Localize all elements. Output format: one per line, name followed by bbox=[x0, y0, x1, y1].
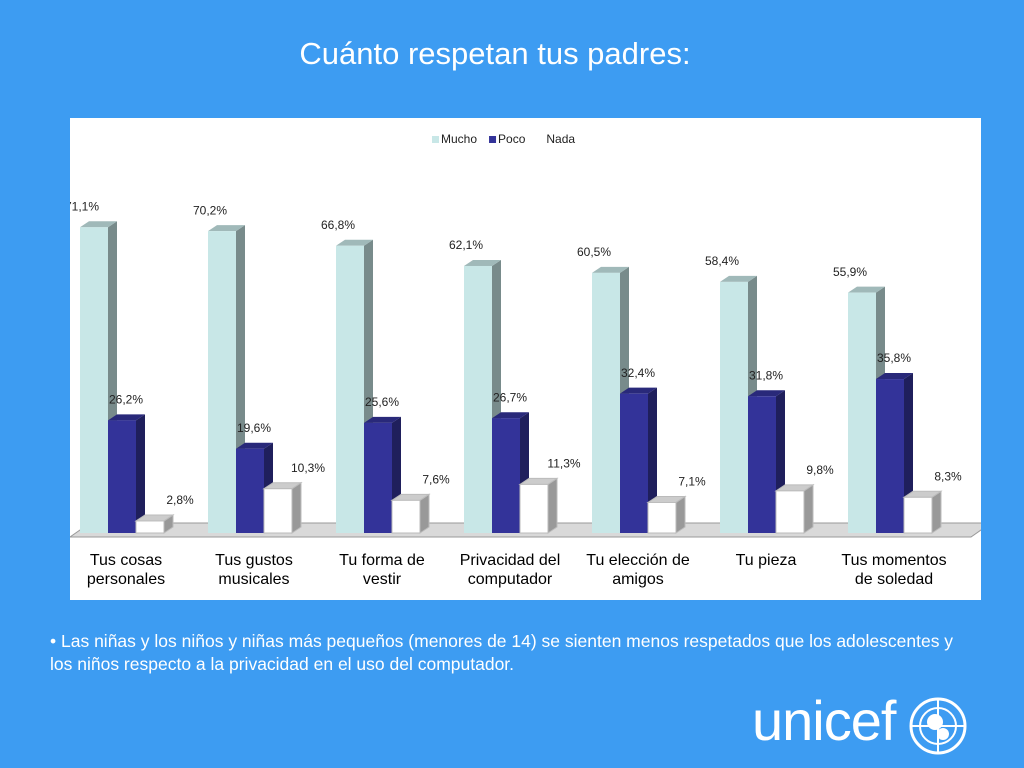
bar bbox=[80, 227, 108, 533]
bar-side bbox=[931, 490, 942, 534]
bar bbox=[720, 281, 748, 533]
bar-top bbox=[492, 412, 529, 419]
bullet-list: Las niñas y los niños y niñas más pequeñ… bbox=[50, 630, 980, 676]
data-label: 32,4% bbox=[621, 366, 655, 380]
data-label: 9,8% bbox=[806, 463, 834, 477]
x-tick-label: Tu elección de amigos bbox=[586, 552, 690, 588]
slide-title: Cuánto respetan tus padres: bbox=[299, 36, 691, 71]
data-label: 7,1% bbox=[678, 475, 706, 489]
bar-side bbox=[803, 483, 814, 534]
bar-side bbox=[136, 414, 145, 533]
bar bbox=[592, 272, 620, 533]
bar bbox=[876, 379, 904, 533]
bar-side bbox=[419, 493, 430, 534]
legend-label: Nada bbox=[546, 132, 575, 146]
logo-text: unicef bbox=[752, 689, 896, 752]
bar bbox=[364, 422, 392, 533]
bar-top bbox=[748, 390, 785, 397]
data-label: 35,8% bbox=[877, 351, 911, 365]
bar-top bbox=[848, 286, 885, 293]
bar bbox=[519, 483, 549, 534]
data-label: 62,1% bbox=[449, 238, 483, 252]
legend-label: Poco bbox=[498, 132, 526, 146]
bar-top bbox=[464, 259, 501, 266]
x-tick-label: Tus cosas personales bbox=[86, 552, 166, 588]
legend-label: Mucho bbox=[441, 132, 477, 146]
data-label: 19,6% bbox=[237, 421, 271, 435]
x-tick-label: Privacidad del computador bbox=[459, 552, 561, 588]
bar-top bbox=[876, 373, 913, 380]
bar bbox=[391, 499, 421, 534]
data-label: 11,3% bbox=[547, 457, 580, 471]
bar bbox=[748, 396, 776, 533]
chart: Mucho Poco Nada 71,1% 26,2% 2,8% 70,2% 19,6% 10,… bbox=[65, 132, 993, 538]
data-label: 58,4% bbox=[705, 254, 739, 268]
data-label: 26,7% bbox=[493, 390, 527, 404]
bar-top bbox=[720, 275, 757, 282]
bar-top bbox=[364, 416, 401, 423]
bar bbox=[464, 265, 492, 533]
bar-top bbox=[80, 221, 117, 228]
bar bbox=[208, 231, 236, 533]
bar bbox=[647, 501, 677, 534]
bar-top bbox=[592, 266, 629, 273]
legend-swatch bbox=[489, 136, 497, 143]
bar-top bbox=[620, 387, 657, 394]
x-tick-label: Tus gustos musicales bbox=[215, 552, 293, 588]
data-label: 10,3% bbox=[291, 461, 325, 475]
data-label: 25,6% bbox=[365, 395, 399, 409]
data-label: 31,8% bbox=[749, 368, 783, 382]
bar bbox=[135, 520, 165, 534]
x-tick-label: Tus momentos de soledad bbox=[841, 552, 947, 588]
bar-top bbox=[236, 442, 273, 449]
bar bbox=[336, 245, 364, 533]
logo-emblem bbox=[909, 697, 967, 755]
data-label: 26,2% bbox=[109, 393, 143, 407]
bar bbox=[903, 496, 933, 534]
bar bbox=[620, 393, 648, 533]
data-label: 66,8% bbox=[321, 218, 355, 232]
data-label: 71,1% bbox=[70, 199, 99, 213]
bar-side bbox=[648, 387, 657, 533]
data-label: 70,2% bbox=[193, 203, 227, 217]
legend-swatch bbox=[536, 135, 545, 144]
data-label: 8,3% bbox=[934, 469, 962, 483]
bar-top bbox=[336, 239, 373, 246]
bullet-text: Las niñas y los niños y niñas más pequeñ… bbox=[50, 630, 980, 676]
bar bbox=[263, 488, 293, 534]
bar-top bbox=[208, 225, 245, 232]
bar bbox=[492, 418, 520, 533]
data-label: 60,5% bbox=[577, 245, 611, 259]
bar bbox=[236, 448, 264, 533]
legend-swatch bbox=[432, 136, 439, 143]
x-tick-label: Tu pieza bbox=[735, 552, 797, 569]
bar bbox=[775, 490, 805, 534]
bar-side bbox=[291, 481, 302, 534]
bar bbox=[848, 292, 876, 533]
bar bbox=[108, 420, 136, 533]
chart-box: Mucho Poco Nada 71,1% 26,2% 2,8% 70,2% 19,6% 10,… bbox=[65, 118, 993, 600]
data-label: 7,6% bbox=[422, 472, 450, 486]
data-label: 55,9% bbox=[833, 265, 867, 279]
data-label: 2,8% bbox=[166, 493, 194, 507]
bar-side bbox=[547, 477, 558, 534]
x-tick-label: Tu forma de vestir bbox=[339, 552, 425, 588]
bar-top bbox=[108, 414, 145, 421]
